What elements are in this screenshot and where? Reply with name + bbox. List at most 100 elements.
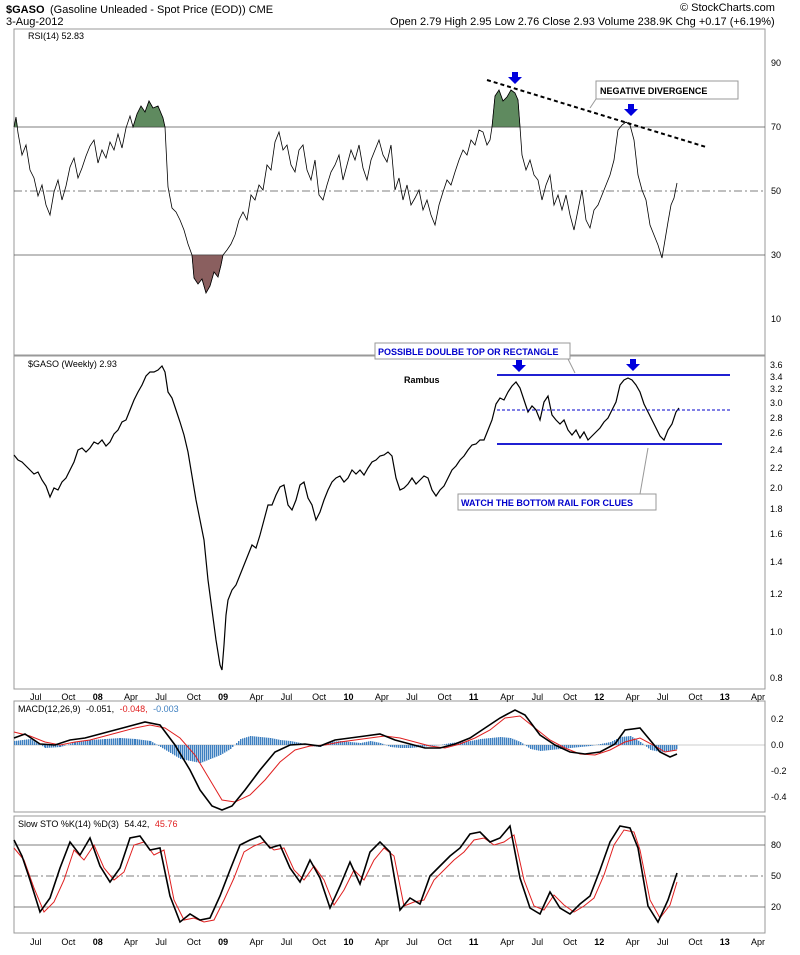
x-tick-label: Oct	[187, 937, 202, 947]
macd-histogram-bar	[370, 741, 371, 745]
rsi-legend: RSI(14) 52.83	[28, 31, 84, 41]
macd-histogram-bar	[218, 745, 219, 756]
rsi-overbought-zone	[133, 101, 165, 127]
x-tick-label: Oct	[61, 692, 76, 702]
macd-histogram-bar	[666, 745, 667, 751]
macd-histogram-bar	[166, 745, 167, 751]
macd-histogram-bar	[486, 738, 487, 745]
macd-histogram-bar	[252, 736, 253, 745]
macd-histogram-bar	[536, 745, 537, 750]
macd-histogram-bar	[143, 740, 144, 745]
macd-histogram-bar	[164, 745, 165, 749]
macd-histogram-bar	[214, 745, 215, 757]
x-tick-label: 12	[594, 937, 604, 947]
macd-histogram-bar	[246, 737, 247, 745]
rsi-tick-label: 90	[771, 58, 781, 68]
macd-histogram-bar	[582, 745, 583, 747]
macd-histogram-bar	[624, 737, 625, 745]
macd-histogram-bar	[392, 745, 393, 747]
macd-histogram-bar	[542, 745, 543, 751]
price-axis: 3.6 3.4 3.2 3.0 2.8 2.6 2.4 2.2 2.0 1.8 …	[770, 360, 783, 683]
price-tick-label: 1.8	[770, 504, 783, 514]
rsi-line	[14, 90, 677, 293]
macd-histogram-bar	[150, 741, 151, 745]
symbol-title: $GASO	[6, 4, 45, 16]
x-tick-label: Oct	[563, 692, 578, 702]
x-tick-label: 08	[93, 692, 103, 702]
macd-histogram-bar	[262, 737, 263, 745]
macd-legend: MACD(12,26,9) -0.051, -0.048, -0.003	[18, 704, 179, 714]
macd-histogram-bar	[152, 742, 153, 745]
x-tick-label: Apr	[124, 937, 138, 947]
macd-histogram-bar	[584, 745, 585, 747]
macd-histogram-bar	[100, 739, 101, 745]
macd-histogram-bar	[87, 740, 88, 745]
macd-histogram-bar	[354, 742, 355, 745]
macd-histogram-bar	[640, 742, 641, 745]
macd-histogram-bar	[62, 745, 63, 746]
macd-histogram-bar	[590, 745, 591, 746]
macd-tick-label: -0.4	[771, 792, 787, 802]
macd-histogram-bar	[22, 740, 23, 745]
macd-histogram-bar	[18, 741, 19, 746]
x-tick-label: Jul	[532, 692, 544, 702]
macd-histogram-bar	[147, 741, 148, 745]
macd-histogram-bar	[510, 738, 511, 745]
macd-histogram-bar	[264, 737, 265, 745]
macd-histogram-bar	[90, 740, 91, 745]
macd-histogram-bar	[57, 745, 58, 747]
macd-histogram-bar	[111, 739, 112, 745]
macd-histogram-bar	[137, 739, 138, 745]
macd-histogram-bar	[608, 742, 609, 745]
price-panel	[14, 356, 765, 689]
macd-histogram-bar	[538, 745, 539, 751]
sto-tick-label: 20	[771, 902, 781, 912]
x-tick-label: Oct	[563, 937, 578, 947]
sto-legend-name: Slow STO %K(14) %D(3)	[18, 819, 119, 829]
macd-histogram-bar	[242, 738, 243, 745]
macd-histogram-bar	[96, 740, 97, 745]
macd-histogram-bar	[586, 745, 587, 746]
x-tick-label: Jul	[406, 937, 418, 947]
macd-histogram-bar	[592, 745, 593, 746]
macd-histogram-bar	[598, 744, 599, 745]
macd-histogram-bar	[126, 738, 127, 745]
x-tick-label: Apr	[626, 692, 640, 702]
macd-histogram-bar	[434, 745, 435, 746]
macd-histogram-bar	[220, 745, 221, 755]
macd-histogram-bar	[432, 745, 433, 746]
x-tick-label: Oct	[438, 692, 453, 702]
macd-histogram-bar	[130, 739, 131, 745]
macd-histogram-bar	[548, 745, 549, 750]
price-tick-label: 1.2	[770, 589, 783, 599]
macd-histogram-bar	[468, 741, 469, 745]
price-tick-label: 0.8	[770, 673, 783, 683]
macd-histogram-bar	[222, 745, 223, 754]
macd-histogram-bar	[362, 743, 363, 745]
x-tick-label: Apr	[375, 692, 389, 702]
price-tick-label: 2.6	[770, 428, 783, 438]
macd-histogram-bar	[190, 745, 191, 761]
macd-histogram-bar	[444, 744, 445, 745]
down-arrow-icon	[508, 72, 522, 84]
macd-histogram-bar	[72, 743, 73, 745]
macd-histogram-bar	[24, 740, 25, 745]
x-tick-label: 09	[218, 937, 228, 947]
macd-histogram-bar	[540, 745, 541, 751]
macd-histogram-bar	[115, 738, 116, 745]
macd-histogram-bar	[514, 740, 515, 745]
x-tick-label: Jul	[155, 937, 167, 947]
macd-histogram-bar	[380, 743, 381, 745]
macd-histogram-bar	[141, 740, 142, 745]
macd-histogram-bar	[544, 745, 545, 751]
macd-histogram-bar	[638, 741, 639, 745]
ohlc-readout: Open 2.79 High 2.95 Low 2.76 Close 2.93 …	[390, 16, 775, 28]
rsi-panel	[14, 29, 765, 355]
macd-tick-label: 0.2	[771, 714, 784, 724]
macd-histogram-bar	[206, 745, 207, 761]
macd-histogram-bar	[68, 744, 69, 745]
macd-histogram-bar	[374, 742, 375, 745]
macd-histogram-bar	[102, 739, 103, 745]
rsi-tick-label: 50	[771, 186, 781, 196]
macd-histogram-bar	[408, 745, 409, 748]
